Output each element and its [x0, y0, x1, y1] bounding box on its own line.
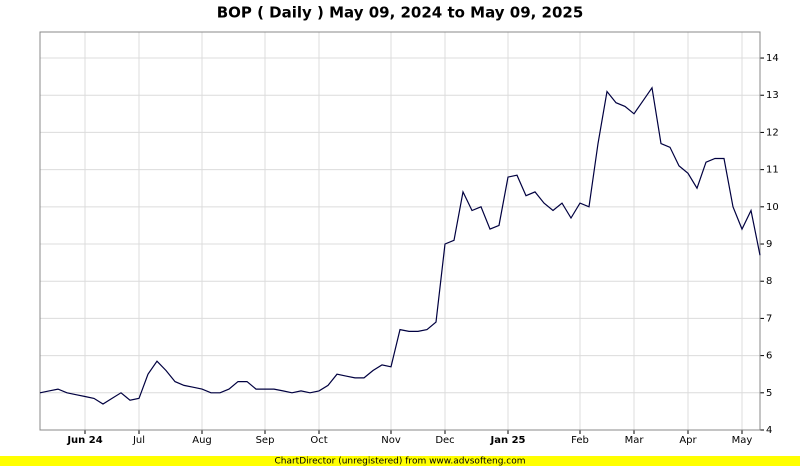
x-tick-label: Nov — [381, 435, 401, 446]
y-tick-label: 13 — [766, 90, 779, 101]
x-tick-label: May — [732, 435, 753, 446]
footer: ChartDirector (unregistered) from www.ad… — [274, 457, 525, 467]
y-tick-label: 8 — [766, 276, 772, 287]
footer-band — [0, 456, 800, 466]
x-tick-label: Aug — [192, 435, 212, 446]
y-tick-label: 6 — [766, 351, 772, 362]
x-tick-label: Sep — [256, 435, 275, 446]
y-tick-label: 4 — [766, 425, 772, 436]
x-tick-label: Feb — [571, 435, 589, 446]
y-tick-label: 14 — [766, 53, 779, 64]
x-tick-label: Mar — [625, 435, 645, 446]
y-tick-label: 7 — [766, 313, 772, 324]
x-tick-label: Oct — [310, 435, 327, 446]
x-tick-label: Apr — [679, 435, 697, 446]
y-tick-label: 12 — [766, 127, 779, 138]
y-tick-label: 5 — [766, 388, 772, 399]
price-line — [39, 86, 761, 405]
y-tick-label: 9 — [766, 239, 772, 250]
x-tick-label: Jul — [132, 435, 145, 446]
x-tick-label: Jun 24 — [66, 435, 102, 446]
y-tick-label: 11 — [766, 165, 779, 176]
x-tick-label: Jan 25 — [490, 435, 526, 446]
y-tick-label: 10 — [766, 202, 779, 213]
plot-frame — [39, 31, 761, 431]
chart-title: BOP ( Daily ) May 09, 2024 to May 09, 20… — [217, 4, 584, 22]
x-tick-label: Dec — [435, 435, 454, 446]
